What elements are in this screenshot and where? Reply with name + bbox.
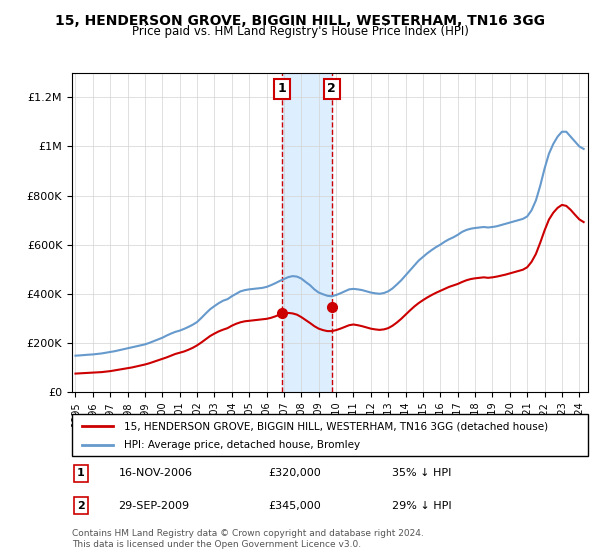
Text: 16-NOV-2006: 16-NOV-2006 — [118, 468, 193, 478]
FancyBboxPatch shape — [72, 414, 588, 456]
Text: 15, HENDERSON GROVE, BIGGIN HILL, WESTERHAM, TN16 3GG (detached house): 15, HENDERSON GROVE, BIGGIN HILL, WESTER… — [124, 421, 548, 431]
Text: 15, HENDERSON GROVE, BIGGIN HILL, WESTERHAM, TN16 3GG: 15, HENDERSON GROVE, BIGGIN HILL, WESTER… — [55, 14, 545, 28]
Text: 2: 2 — [328, 82, 336, 95]
Bar — [282, 73, 332, 392]
Text: Contains HM Land Registry data © Crown copyright and database right 2024.
This d: Contains HM Land Registry data © Crown c… — [72, 529, 424, 549]
Text: 2: 2 — [77, 501, 85, 511]
Text: Price paid vs. HM Land Registry's House Price Index (HPI): Price paid vs. HM Land Registry's House … — [131, 25, 469, 38]
Text: £345,000: £345,000 — [268, 501, 321, 511]
Text: 29% ↓ HPI: 29% ↓ HPI — [392, 501, 452, 511]
Text: £320,000: £320,000 — [268, 468, 321, 478]
Text: 1: 1 — [77, 468, 85, 478]
Text: 29-SEP-2009: 29-SEP-2009 — [118, 501, 190, 511]
Text: 1: 1 — [277, 82, 286, 95]
Text: 35% ↓ HPI: 35% ↓ HPI — [392, 468, 451, 478]
Text: HPI: Average price, detached house, Bromley: HPI: Average price, detached house, Brom… — [124, 440, 360, 450]
